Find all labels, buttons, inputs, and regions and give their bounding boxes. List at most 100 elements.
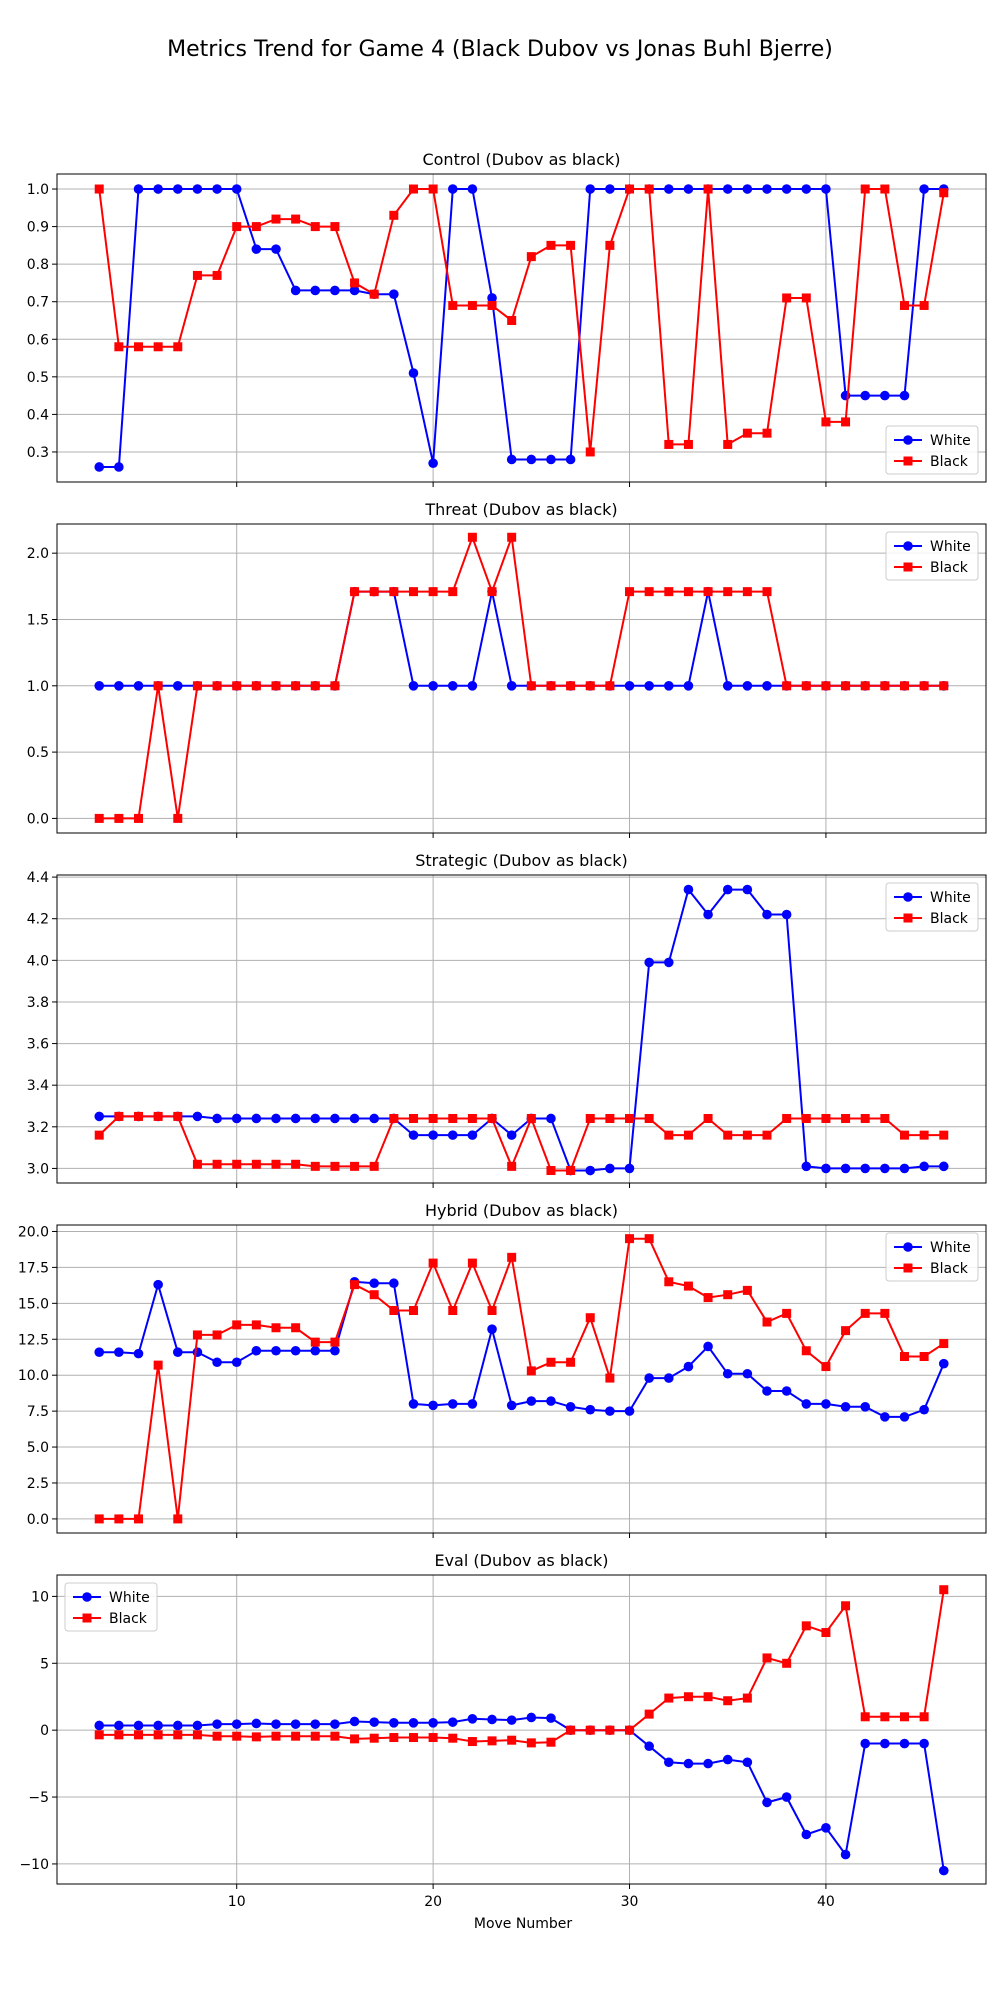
y-tick-label: 15.0 <box>18 1296 49 1312</box>
data-point-white <box>938 1358 949 1369</box>
legend-label-black: Black <box>930 560 969 576</box>
data-point-black <box>192 681 202 691</box>
figure-title: Metrics Trend for Game 4 (Black Dubov vs… <box>167 37 833 62</box>
data-point-black <box>467 1113 477 1123</box>
data-point-black <box>173 1514 183 1524</box>
data-point-white <box>192 184 203 194</box>
data-point-black <box>703 587 713 597</box>
data-point-white <box>683 680 694 691</box>
data-point-black <box>310 222 320 232</box>
chart-panel-2: Threat (Dubov as black) 0.0 0.5 1.0 1.5 2.0 Wh… <box>27 500 987 838</box>
data-point-black <box>526 1113 536 1123</box>
data-point-white <box>880 1738 890 1749</box>
y-tick-label: 17.5 <box>18 1260 49 1276</box>
data-point-black <box>605 1725 615 1735</box>
data-point-black <box>389 1306 399 1316</box>
y-tick-label: 0.3 <box>27 445 49 461</box>
data-point-black <box>291 681 301 691</box>
data-point-black <box>782 1658 792 1668</box>
chart-panel-4: Hybrid (Dubov as black) 0.0 2.5 5.0 7.5 10.0 1… <box>18 1201 987 1538</box>
data-point-black <box>330 1731 340 1741</box>
data-point-black <box>291 214 301 224</box>
data-point-white <box>506 1715 517 1725</box>
data-point-white <box>290 285 301 296</box>
data-point-black <box>723 1696 733 1706</box>
data-point-black <box>330 1337 340 1347</box>
series-line-black <box>99 534 944 820</box>
legend-label-black: Black <box>930 1261 969 1277</box>
data-point-black <box>762 1317 772 1327</box>
data-point-black <box>114 1730 124 1740</box>
data-point-black <box>271 1323 281 1333</box>
data-point-black <box>134 813 144 823</box>
data-point-white <box>781 1386 792 1396</box>
data-point-black <box>899 1712 909 1722</box>
data-point-white <box>644 1373 654 1383</box>
data-point-black <box>369 289 379 299</box>
data-point-white <box>310 285 321 296</box>
data-point-black <box>683 1281 693 1291</box>
data-point-white <box>506 1400 517 1411</box>
data-point-black <box>487 587 497 597</box>
y-tick-label: −5 <box>28 1790 49 1806</box>
data-point-white <box>330 1719 340 1729</box>
y-tick-label: 12.5 <box>18 1332 49 1348</box>
data-point-white <box>487 1324 497 1334</box>
data-point-black <box>625 1725 635 1735</box>
panel-title: Eval (Dubov as black) <box>434 1551 608 1570</box>
data-point-white <box>762 680 772 691</box>
y-tick-label: 0.0 <box>27 811 49 827</box>
data-point-black <box>251 1732 261 1742</box>
data-point-black <box>762 428 772 438</box>
data-point-black <box>408 184 418 194</box>
data-point-black <box>703 1113 713 1123</box>
data-point-black <box>369 1161 379 1171</box>
data-point-white <box>231 184 242 194</box>
plot-frame <box>56 1574 987 1885</box>
legend-marker-black <box>82 1613 92 1623</box>
data-point-white <box>860 1402 871 1412</box>
data-point-white <box>722 1754 733 1765</box>
data-point-black <box>232 1731 242 1741</box>
data-point-black <box>683 1692 693 1702</box>
data-point-black <box>841 1113 851 1123</box>
data-point-black <box>801 1113 811 1123</box>
data-point-white <box>408 1130 419 1140</box>
panel-title: Hybrid (Dubov as black) <box>425 1201 618 1220</box>
data-point-black <box>841 417 851 427</box>
data-point-white <box>801 1829 812 1840</box>
x-tick-label: 20 <box>424 1894 442 1910</box>
data-point-black <box>899 1352 909 1362</box>
chart-panel-1: Control (Dubov as black) 0.3 0.4 0.5 0.6 0.7 0… <box>27 150 987 487</box>
y-tick-label: 4.2 <box>27 912 49 928</box>
data-point-white <box>133 1348 144 1359</box>
data-point-black <box>919 1712 929 1722</box>
data-point-black <box>664 1130 674 1140</box>
data-point-black <box>566 681 576 691</box>
data-point-white <box>664 184 674 194</box>
data-point-black <box>585 447 595 457</box>
y-tick-label: 20.0 <box>18 1224 49 1240</box>
data-point-black <box>94 813 104 823</box>
panel-title: Control (Dubov as black) <box>422 150 620 169</box>
data-point-black <box>350 587 360 597</box>
data-point-white <box>467 1713 478 1724</box>
data-point-white <box>703 1758 713 1769</box>
data-point-black <box>841 1601 851 1611</box>
data-point-black <box>408 1733 418 1743</box>
data-point-black <box>742 1693 752 1703</box>
data-point-black <box>212 270 222 280</box>
data-point-white <box>408 1718 419 1728</box>
data-point-black <box>134 1730 144 1740</box>
data-point-black <box>880 1712 890 1722</box>
data-point-white <box>840 1163 851 1174</box>
data-point-white <box>860 1163 871 1174</box>
y-tick-label: 0.6 <box>27 332 49 348</box>
data-point-black <box>389 1733 399 1743</box>
data-point-white <box>644 680 654 691</box>
data-point-white <box>271 1719 281 1729</box>
data-point-black <box>860 184 870 194</box>
data-point-white <box>290 1719 301 1729</box>
data-point-black <box>801 1621 811 1631</box>
legend-marker-white <box>903 435 913 445</box>
